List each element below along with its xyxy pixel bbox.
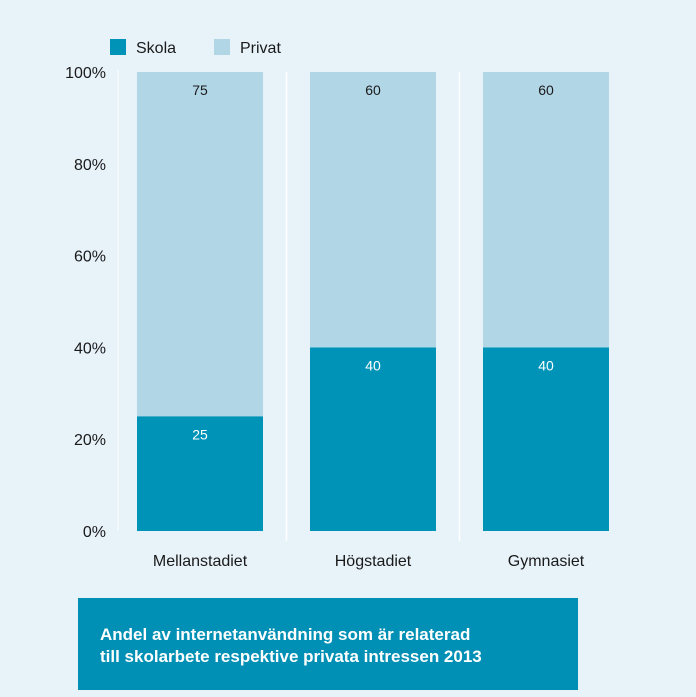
legend-label-skola: Skola <box>136 40 176 57</box>
y-tick-label: 0% <box>83 524 106 541</box>
legend-swatch-privat <box>214 39 230 55</box>
legend-swatch-skola <box>110 39 126 55</box>
data-label: 40 <box>538 357 554 373</box>
y-tick-label: 60% <box>74 249 106 266</box>
bar-privat-mellanstadiet <box>137 72 263 417</box>
data-label: 40 <box>365 357 381 373</box>
caption-line-1: Andel av internetanvändning som är relat… <box>100 625 471 644</box>
data-label: 60 <box>365 82 381 98</box>
data-label: 75 <box>192 82 208 98</box>
y-tick-label: 40% <box>74 340 106 357</box>
data-label: 25 <box>192 426 208 442</box>
bar-privat-gymnasiet <box>483 72 609 348</box>
bar-skola-högstadiet <box>310 347 436 531</box>
x-category-label: Högstadiet <box>335 553 412 570</box>
y-tick-label: 20% <box>74 432 106 449</box>
caption-line-2: till skolarbete respektive privata intre… <box>100 647 482 666</box>
y-tick-label: 80% <box>74 157 106 174</box>
data-label: 60 <box>538 82 554 98</box>
bar-skola-mellanstadiet <box>137 416 263 531</box>
chart-caption: Andel av internetanvändning som är relat… <box>78 598 578 690</box>
x-category-label: Gymnasiet <box>508 553 585 570</box>
bar-privat-högstadiet <box>310 72 436 348</box>
stacked-bar-chart: 0% 20% 40% 60% 80% 100% 25 75 Mellanstadiet 40 60 H… <box>65 39 609 570</box>
y-tick-label: 100% <box>65 65 106 82</box>
bar-skola-gymnasiet <box>483 347 609 531</box>
x-category-label: Mellanstadiet <box>153 553 248 570</box>
legend-label-privat: Privat <box>240 40 281 57</box>
